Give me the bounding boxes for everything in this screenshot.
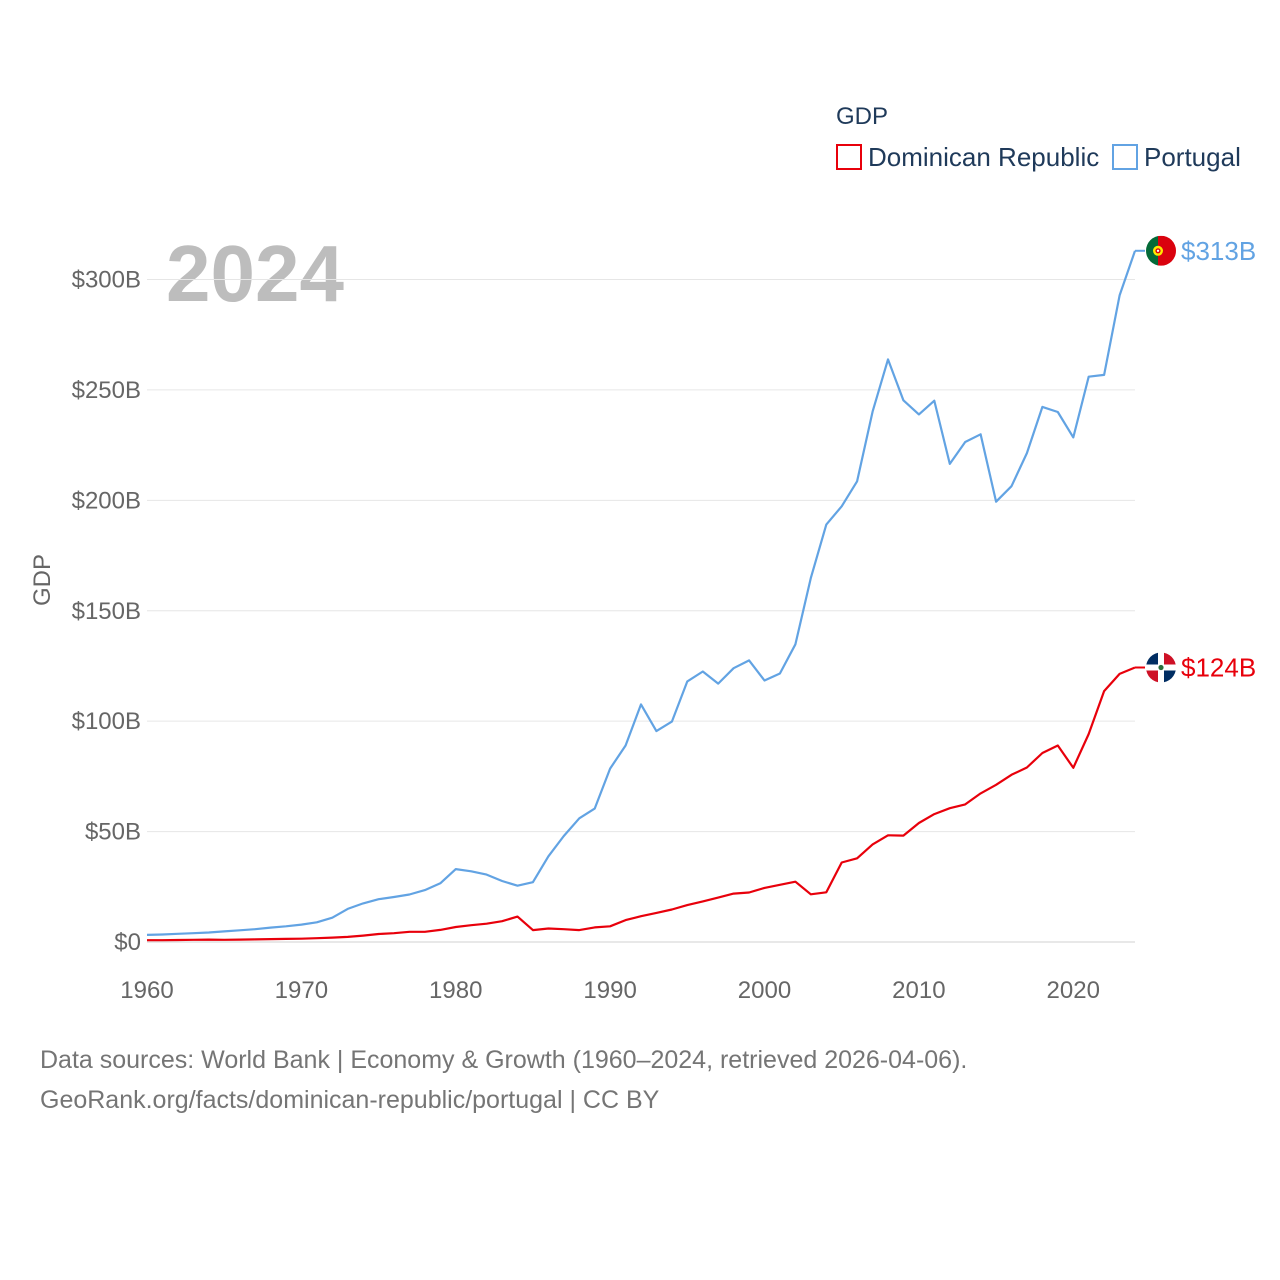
legend-label-dominican-republic[interactable]: Dominican Republic (868, 142, 1099, 172)
y-tick-label: $150B (72, 598, 141, 625)
dominican-republic-flag-icon (1146, 652, 1176, 683)
series-line-dominican-republic[interactable] (147, 666, 1136, 942)
footer-source-line: Data sources: World Bank | Economy & Gro… (40, 1046, 968, 1074)
legend-title: GDP (836, 103, 888, 130)
dominican-republic-end-value: $124B (1181, 653, 1256, 683)
y-axis-ticks: $0 $50B $100B $150B $200B $250B $300B (72, 267, 141, 957)
x-axis-ticks: 1960 1970 1980 1990 2000 2010 2020 (120, 977, 1100, 1004)
gridlines (147, 279, 1135, 943)
x-tick-label: 1970 (275, 977, 328, 1004)
y-tick-label: $0 (114, 929, 141, 956)
y-tick-label: $100B (72, 708, 141, 735)
x-tick-label: 1990 (583, 977, 636, 1004)
y-tick-label: $300B (72, 267, 141, 294)
end-marker-dominican-republic: $124B (1135, 652, 1256, 683)
x-tick-label: 2020 (1047, 977, 1100, 1004)
series-line-portugal[interactable] (146, 250, 1137, 936)
year-watermark: 2024 (166, 229, 344, 318)
y-tick-label: $50B (85, 819, 141, 846)
footer-link-line[interactable]: GeoRank.org/facts/dominican-republic/por… (40, 1086, 660, 1114)
footer-source: Data sources: World Bank | Economy & Gro… (40, 1040, 1240, 1120)
legend-swatch-dominican-republic[interactable] (836, 144, 862, 170)
x-tick-label: 1980 (429, 977, 482, 1004)
legend-swatch-portugal[interactable] (1112, 144, 1138, 170)
end-marker-portugal: $313B (1135, 236, 1256, 266)
y-axis-title: GDP (29, 554, 56, 606)
x-tick-label: 2010 (892, 977, 945, 1004)
portugal-end-value: $313B (1181, 236, 1256, 266)
portugal-flag-icon (1146, 235, 1176, 266)
legend-label-portugal[interactable]: Portugal (1144, 142, 1241, 172)
legend: GDP Dominican Republic Portugal (836, 103, 1241, 172)
x-tick-label: 1960 (120, 977, 173, 1004)
y-tick-label: $250B (72, 377, 141, 404)
y-tick-label: $200B (72, 487, 141, 514)
series-lines (146, 250, 1137, 942)
x-tick-label: 2000 (738, 977, 791, 1004)
